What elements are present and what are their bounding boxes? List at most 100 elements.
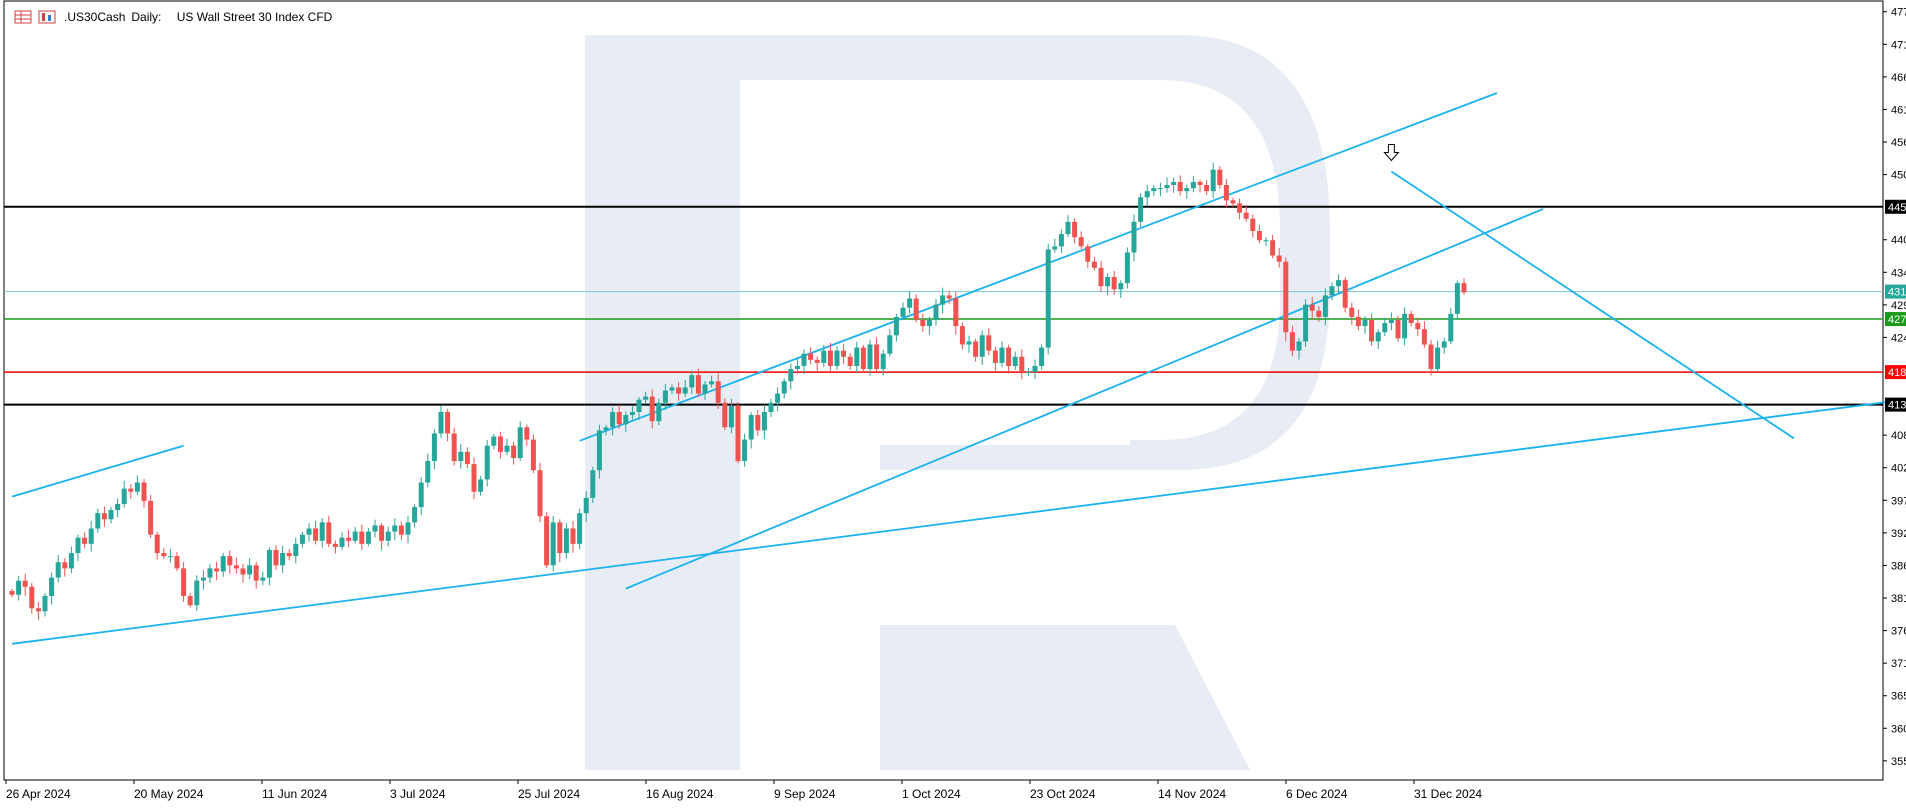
x-tick-label: 25 Jul 2024 xyxy=(518,787,580,801)
candle-body xyxy=(1204,185,1210,192)
candle-body xyxy=(1369,319,1375,342)
candle-body xyxy=(82,537,88,544)
candle-body xyxy=(867,344,873,370)
candle-body xyxy=(860,347,866,370)
candle-body xyxy=(181,568,187,596)
candle-body xyxy=(1098,267,1104,287)
y-tick-label: 46663.1 xyxy=(1891,72,1906,84)
candle-body xyxy=(1421,329,1427,345)
y-tick-label: 40291.1 xyxy=(1891,463,1906,475)
candle-body xyxy=(1454,283,1460,314)
candle-body xyxy=(1085,246,1091,262)
candle-body xyxy=(669,387,675,391)
horizontal-levels[interactable] xyxy=(4,205,1883,406)
candle-body xyxy=(484,445,490,480)
candle-body xyxy=(497,436,503,452)
candle-body xyxy=(1190,181,1196,189)
candle-body xyxy=(537,470,543,517)
candle-body xyxy=(801,353,807,366)
y-tick-label: 44008.1 xyxy=(1891,235,1906,247)
candle-body xyxy=(550,522,556,566)
candle-body xyxy=(121,488,127,504)
candle-body xyxy=(788,369,794,382)
candle-body xyxy=(570,528,576,544)
candle-body xyxy=(62,562,68,569)
candle-body xyxy=(1032,365,1038,373)
candle-body xyxy=(1138,197,1144,222)
candle-body xyxy=(880,353,886,370)
candle-body xyxy=(398,525,404,535)
candle-body xyxy=(306,528,312,535)
candle-body xyxy=(781,381,787,394)
candle-body xyxy=(742,439,748,462)
y-tick-label: 43477.1 xyxy=(1891,267,1906,279)
plot-area xyxy=(3,0,1884,781)
y-tick-label: 42946.1 xyxy=(1891,300,1906,312)
candle-body xyxy=(451,433,457,462)
candle-body xyxy=(629,411,635,416)
candle-body xyxy=(1111,277,1117,290)
y-tick-label: 45070.1 xyxy=(1891,170,1906,182)
candle-body xyxy=(1336,280,1342,287)
candle-body xyxy=(814,359,820,363)
candle-body xyxy=(1131,221,1137,253)
candle-body xyxy=(313,528,319,541)
watermark-logo xyxy=(585,35,1330,770)
time-axis[interactable]: 26 Apr 2024 20 May 2024 11 Jun 2024 3 Jul 2… xyxy=(5,780,1482,801)
level-price-tag xyxy=(1885,397,1906,412)
candle-body xyxy=(425,461,431,483)
candle-body xyxy=(478,479,484,492)
candle-body xyxy=(1329,286,1335,296)
candle-body xyxy=(596,430,602,471)
candle-body xyxy=(808,353,814,360)
x-tick-label: 31 Dec 2024 xyxy=(1414,787,1482,801)
x-tick-label: 20 May 2024 xyxy=(134,787,204,801)
candle-body xyxy=(583,497,589,514)
candle-body xyxy=(385,531,391,541)
candle-body xyxy=(1316,310,1322,317)
candle-body xyxy=(293,543,299,557)
candle-body xyxy=(735,405,741,462)
price-axis[interactable]: 47725.1 47194.1 46663.1 46132.1 45601.1 45070… xyxy=(1883,7,1906,768)
trendlines[interactable] xyxy=(11,92,1906,645)
candle-body xyxy=(233,565,239,569)
y-tick-label: 36574.1 xyxy=(1891,691,1906,703)
candle-body xyxy=(874,344,880,370)
candle-body xyxy=(1006,347,1012,366)
candle-body xyxy=(352,531,358,541)
y-tick-label: 45601.1 xyxy=(1891,137,1906,149)
candle-body xyxy=(88,528,94,544)
candle-body xyxy=(511,445,517,458)
candle-body xyxy=(656,402,662,422)
level-price-tag xyxy=(1885,312,1906,327)
candle-body xyxy=(319,522,325,541)
candle-body xyxy=(115,503,121,511)
candle-body xyxy=(1283,261,1289,333)
candle-body xyxy=(841,350,847,357)
candle-body xyxy=(1382,323,1388,333)
x-tick-label: 26 Apr 2024 xyxy=(6,787,71,801)
candle-body xyxy=(220,556,226,572)
candle-body xyxy=(946,295,952,299)
table-icon[interactable] xyxy=(14,10,32,24)
candle-chart-icon[interactable] xyxy=(38,10,56,24)
candle-body xyxy=(187,595,193,606)
y-tick-label: 42415.1 xyxy=(1891,332,1906,344)
candle-body xyxy=(1230,200,1236,204)
x-tick-label: 6 Dec 2024 xyxy=(1286,787,1348,801)
x-tick-label: 16 Aug 2024 xyxy=(646,787,714,801)
candle-body xyxy=(1039,347,1045,366)
candle-body xyxy=(900,307,906,317)
x-tick-label: 3 Jul 2024 xyxy=(390,787,446,801)
candle-body xyxy=(649,396,655,422)
candle-body xyxy=(95,513,101,529)
candle-body xyxy=(207,568,213,578)
candle-body xyxy=(854,347,860,366)
candle-body xyxy=(16,580,22,595)
candle-body xyxy=(1177,181,1183,192)
candle-body xyxy=(1118,283,1124,290)
y-tick-label: 36043.1 xyxy=(1891,723,1906,735)
candle-body xyxy=(365,531,371,544)
candle-body xyxy=(682,387,688,394)
